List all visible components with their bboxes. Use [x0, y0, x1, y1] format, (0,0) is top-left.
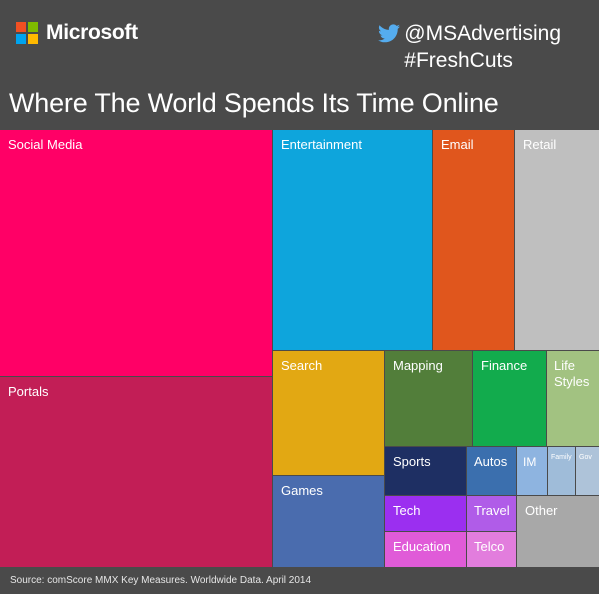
treemap-label-family: Family	[551, 454, 572, 461]
treemap-cell-gov	[576, 447, 599, 495]
treemap-cell-sports	[385, 447, 466, 495]
treemap-label-social-media: Social Media	[8, 137, 83, 152]
treemap-label-portals: Portals	[8, 384, 49, 399]
treemap-cell-telco	[467, 532, 516, 567]
treemap-cell-games	[273, 476, 384, 567]
treemap-label-games: Games	[281, 483, 323, 498]
treemap-label-other: Other	[525, 503, 558, 518]
treemap-cell-education	[385, 532, 466, 567]
treemap-label-life-styles: Life Styles	[554, 358, 590, 389]
treemap-label-mapping: Mapping	[393, 358, 443, 373]
treemap-chart: Social Media Portals Entertainment Email Ret…	[0, 130, 599, 567]
treemap-cell-im	[517, 447, 547, 495]
brand-name: Microsoft	[46, 21, 138, 44]
microsoft-logo: Microsoft	[16, 21, 138, 45]
treemap-label-im: IM	[523, 455, 536, 469]
treemap-label-search: Search	[281, 358, 322, 373]
treemap-cell-mapping	[385, 351, 472, 446]
treemap-label-finance: Finance	[481, 358, 527, 373]
treemap-cell-tech	[385, 496, 466, 531]
treemap-cell-other	[517, 496, 599, 567]
social-block: @MSAdvertising #FreshCuts	[378, 20, 561, 74]
hashtag[interactable]: #FreshCuts	[404, 49, 513, 72]
treemap-label-sports: Sports	[393, 454, 431, 469]
treemap-label-entertainment: Entertainment	[281, 137, 362, 152]
treemap-cell-autos	[467, 447, 516, 495]
header: Microsoft @MSAdvertising #FreshCuts Wher…	[0, 0, 599, 130]
treemap-label-email: Email	[441, 137, 474, 152]
chart-title: Where The World Spends Its Time Online	[9, 88, 499, 118]
treemap-label-education: Education	[393, 539, 451, 554]
twitter-handle[interactable]: @MSAdvertising	[404, 22, 561, 45]
treemap-cell-email	[433, 130, 514, 350]
twitter-bird-icon	[378, 24, 401, 43]
treemap-cell-search	[273, 351, 384, 475]
treemap-label-autos: Autos	[474, 454, 508, 469]
treemap-cell-life-styles	[547, 351, 599, 446]
microsoft-windows-icon	[16, 22, 38, 44]
logo-square-red	[16, 22, 26, 32]
source-footnote: Source: comScore MMX Key Measures. World…	[10, 575, 312, 586]
treemap-cell-entertainment	[273, 130, 432, 350]
treemap-label-travel: Travel	[474, 503, 510, 518]
treemap-label-telco: Telco	[474, 539, 504, 554]
treemap-label-retail: Retail	[523, 137, 556, 152]
treemap-cell-social-media	[0, 130, 272, 376]
treemap-cell-family	[548, 447, 575, 495]
treemap-cell-travel	[467, 496, 516, 531]
logo-square-yellow	[28, 34, 38, 44]
logo-square-green	[28, 22, 38, 32]
treemap-label-tech: Tech	[393, 503, 420, 518]
logo-square-blue	[16, 34, 26, 44]
treemap-cell-finance	[473, 351, 546, 446]
treemap-cell-retail	[515, 130, 599, 350]
treemap-cell-portals	[0, 377, 272, 567]
treemap-label-gov: Gov	[579, 454, 592, 461]
